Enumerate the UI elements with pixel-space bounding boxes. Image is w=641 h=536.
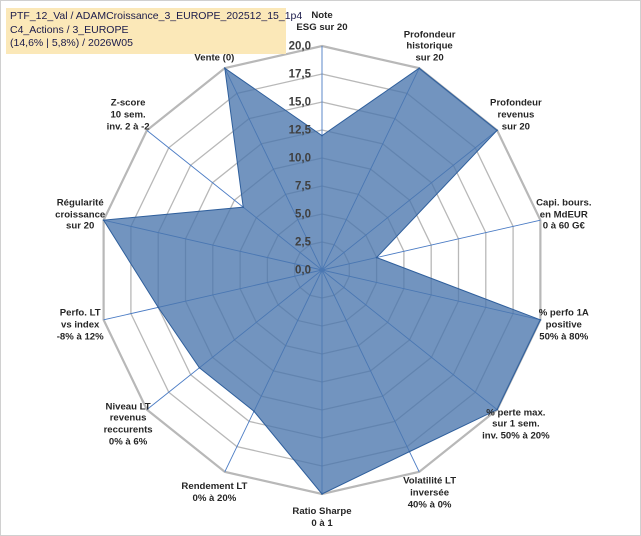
axis-label-line: Rendement LT: [181, 481, 248, 493]
data-point: [408, 450, 411, 453]
data-point: [375, 256, 378, 259]
axis-label-line: inv. 2 à -2: [106, 121, 150, 133]
data-point: [418, 67, 420, 69]
axis-label: % perte max. sur 1 sem. inv. 50% à 20%: [482, 407, 550, 442]
axis-label-line: en MdEUR: [539, 208, 588, 220]
axis-label-line: -8% à 12%: [56, 331, 104, 343]
data-point: [242, 206, 244, 208]
axis-label: Capi. bours. en MdEUR 0 à 60 G€: [536, 197, 591, 232]
tick-label: 20,0: [289, 41, 311, 53]
axis-label-line: inversée: [410, 487, 450, 499]
axis-label: % perfo 1A positive 50% à 80%: [539, 307, 589, 342]
axis-label-line: 0 à 1: [311, 518, 333, 529]
axis-label-line: Z-score: [110, 97, 146, 109]
axis-label-line: % perfo 1A: [538, 307, 589, 319]
data-point: [253, 410, 255, 413]
axis-label-line: positive: [545, 319, 582, 331]
axis-label-line: inv. 50% à 20%: [482, 430, 550, 442]
axis-label-line: 10 sem.: [110, 109, 146, 121]
axis-label: Profondeur historique sur 20: [404, 29, 456, 64]
axis-label: Régularité croissance sur 20: [55, 197, 105, 232]
axis-label-line: historique: [406, 40, 453, 52]
axis-label-line: reccurents: [103, 424, 153, 436]
data-point: [539, 319, 542, 321]
axis-label-line: Vente (0): [194, 52, 235, 64]
axis-label: Ratio Sharpe 0 à 1: [292, 506, 351, 530]
data-point: [321, 493, 323, 495]
axis-label-line: sur 20: [501, 121, 531, 133]
axis-label-line: ESG sur 20: [296, 22, 348, 33]
axis-label: Volatilité LT inversée 40% à 0%: [403, 476, 456, 511]
axis-label-line: Profondeur: [403, 28, 456, 40]
info-line-2: C4_Actions / 3_EUROPE: [10, 23, 129, 36]
axis-label-line: vs index: [61, 319, 100, 331]
axis-label-line: Ratio Sharpe: [292, 506, 352, 518]
axis-label-line: revenus: [109, 412, 147, 424]
tick-label: 2,5: [295, 237, 312, 249]
axis-label-line: Profondeur: [490, 97, 542, 109]
info-line-1: PTF_12_Val / ADAMCroissance_3_EUROPE_202…: [10, 10, 303, 22]
axis-label-line: 40% à 0%: [407, 499, 452, 511]
axis-label-line: croissance: [55, 208, 106, 220]
tick-label: 15,0: [289, 97, 311, 109]
data-point: [224, 67, 226, 69]
axis-label-line: Perfo. LT: [59, 307, 101, 319]
axis-label: Note ESG sur 20: [296, 10, 347, 34]
axis-label-line: revenus: [497, 109, 535, 121]
axis-label-line: Niveau LT: [105, 401, 151, 413]
tick-label: 17,5: [289, 69, 312, 81]
axis-label: Rendement LT 0% à 20%: [181, 482, 247, 506]
tick-label: 5,0: [295, 209, 311, 221]
axis-label-line: 50% à 80%: [539, 331, 589, 343]
info-line-3: (14,6% | 5,8%) / 2026W05: [10, 37, 133, 49]
axis-label-line: sur 20: [66, 220, 95, 232]
axis-label: Niveau LT revenus reccurents 0% à 6%: [104, 401, 153, 448]
tick-label: 7,5: [295, 181, 312, 193]
axis-label-line: sur 1 sem.: [492, 418, 540, 430]
data-point: [157, 306, 160, 309]
axis-label: Profondeur revenus sur 20: [490, 98, 542, 133]
data-point: [496, 408, 498, 411]
axis-label-line: 0% à 20%: [192, 493, 237, 505]
info-box: PTF_12_Val / ADAMCroissance_3_EUROPE_202…: [6, 8, 303, 54]
axis-label-line: Note: [311, 10, 333, 22]
axis-label: Perfo. LT vs index -8% à 12%: [57, 307, 104, 342]
data-point: [198, 366, 201, 369]
axis-label-line: Capi. bours.: [536, 197, 592, 209]
data-point: [321, 134, 323, 137]
data-point: [102, 219, 105, 221]
data-point: [496, 129, 498, 132]
axis-label-line: sur 20: [415, 52, 444, 64]
axis-label: Z-score 10 sem. inv. 2 à -2: [107, 98, 150, 133]
axis-label-line: % perte max.: [486, 406, 546, 418]
axis-label-line: Régularité: [56, 197, 104, 209]
tick-label: 10,0: [289, 153, 311, 165]
tick-label: 0,0: [295, 265, 311, 277]
tick-label: 12,5: [289, 125, 312, 137]
axis-label-line: Volatilité LT: [403, 475, 457, 487]
axis-label-line: 0 à 60 G€: [542, 220, 585, 232]
axis-label-line: 0% à 6%: [108, 436, 148, 448]
